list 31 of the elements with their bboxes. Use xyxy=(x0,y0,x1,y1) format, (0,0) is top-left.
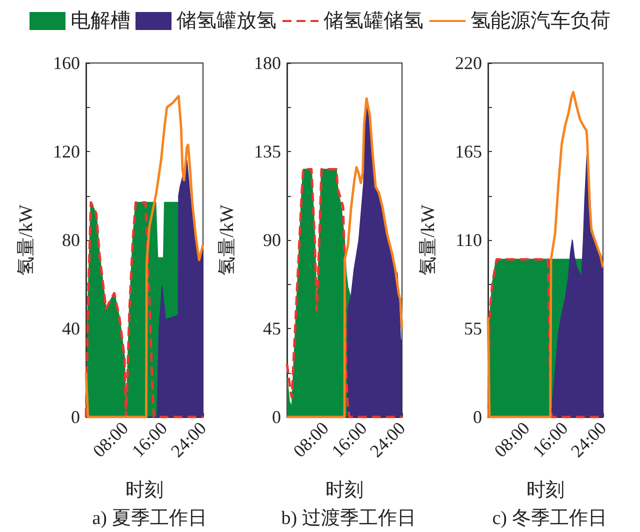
y-tick-label: 110 xyxy=(456,230,482,250)
y-tick-label: 165 xyxy=(455,142,482,162)
y-tick-label: 55 xyxy=(464,318,482,338)
legend-label: 储氢罐储氢 xyxy=(324,10,424,32)
y-tick-label: 90 xyxy=(263,230,281,250)
y-tick-label: 220 xyxy=(455,53,482,73)
text: a) 夏季工作日 xyxy=(92,508,207,529)
y-tick-label: 135 xyxy=(254,142,281,162)
legend-label: 电解槽 xyxy=(70,10,130,32)
y-axis-title: 氢量/kW xyxy=(217,204,238,276)
y-tick-label: 0 xyxy=(473,407,482,427)
y-tick-label: 120 xyxy=(53,142,80,162)
x-axis-title: 时刻 xyxy=(126,479,164,501)
y-tick-label: 45 xyxy=(263,318,281,338)
text: b) 过渡季工作日 xyxy=(281,508,416,529)
x-axis-title: 时刻 xyxy=(526,479,564,501)
y-tick-label: 180 xyxy=(254,53,281,73)
y-tick-label: 80 xyxy=(62,230,80,250)
y-tick-label: 40 xyxy=(62,318,80,338)
legend-label: 储氢罐放氢 xyxy=(176,10,276,32)
y-axis-title: 氢量/kW xyxy=(16,204,37,276)
x-axis-title: 时刻 xyxy=(326,479,364,501)
y-tick-label: 160 xyxy=(53,53,80,73)
line-series xyxy=(286,168,404,418)
line-series xyxy=(84,94,204,418)
y-axis-title: 氢量/kW xyxy=(418,204,439,276)
legend-label: 氢能源汽车负荷 xyxy=(470,10,610,32)
y-tick-label: 0 xyxy=(272,407,281,427)
y-tick-label: 0 xyxy=(71,407,80,427)
line-series xyxy=(486,90,604,418)
text: c) 冬季工作日 xyxy=(492,508,607,529)
